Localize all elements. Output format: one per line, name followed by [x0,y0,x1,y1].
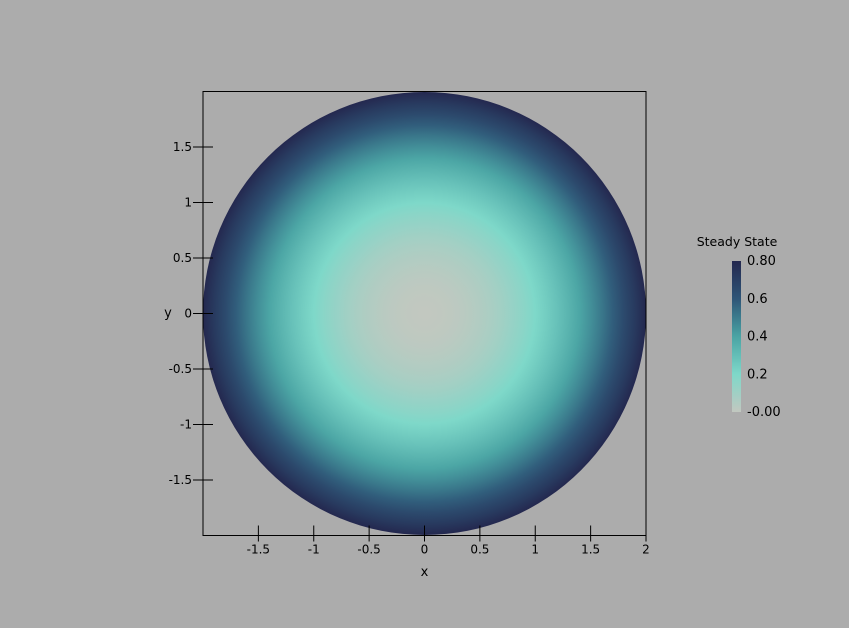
colorbar-title: Steady State [697,234,778,249]
colorbar-gradient [732,261,741,412]
x-tick-label: 1 [531,543,539,557]
y-tick-label: 1.5 [173,140,192,154]
colorbar-tick-label: 0.80 [747,254,776,269]
x-axis-title: x [421,565,429,580]
y-tick-label: 0 [184,307,192,321]
colorbar-tick-label: 0.4 [747,330,768,345]
colorbar-tick-label: -0.00 [747,405,781,420]
x-tick-label: 0.5 [470,543,489,557]
y-tick-label: -0.5 [169,362,192,376]
x-tick-label: 2 [642,543,650,557]
x-tick-label: -1.5 [247,543,270,557]
x-tick-label: -0.5 [357,543,380,557]
x-axis: x -1.5 -1 -0.5 0 0.5 1 1.5 2 [247,525,650,580]
x-tick-label: 0 [421,543,429,557]
colorbar-tick-label: 0.2 [747,367,768,382]
y-tick-label: 1 [184,196,192,210]
y-tick-label: -1 [180,418,192,432]
x-tick-label: -1 [308,543,320,557]
y-axis-title: y [164,306,172,321]
colorbar-tick-label: 0.6 [747,292,768,307]
y-tick-label: -1.5 [169,473,192,487]
steady-state-field-disk [203,92,646,535]
x-tick-label: 1.5 [581,543,600,557]
plot-area [202,91,647,536]
y-tick-label: 0.5 [173,251,192,265]
colorbar: Steady State 0.80 0.6 0.4 0.2 -0.00 [697,234,781,420]
y-axis: y 1.5 1 0.5 0 -0.5 -1 -1.5 [164,140,213,487]
